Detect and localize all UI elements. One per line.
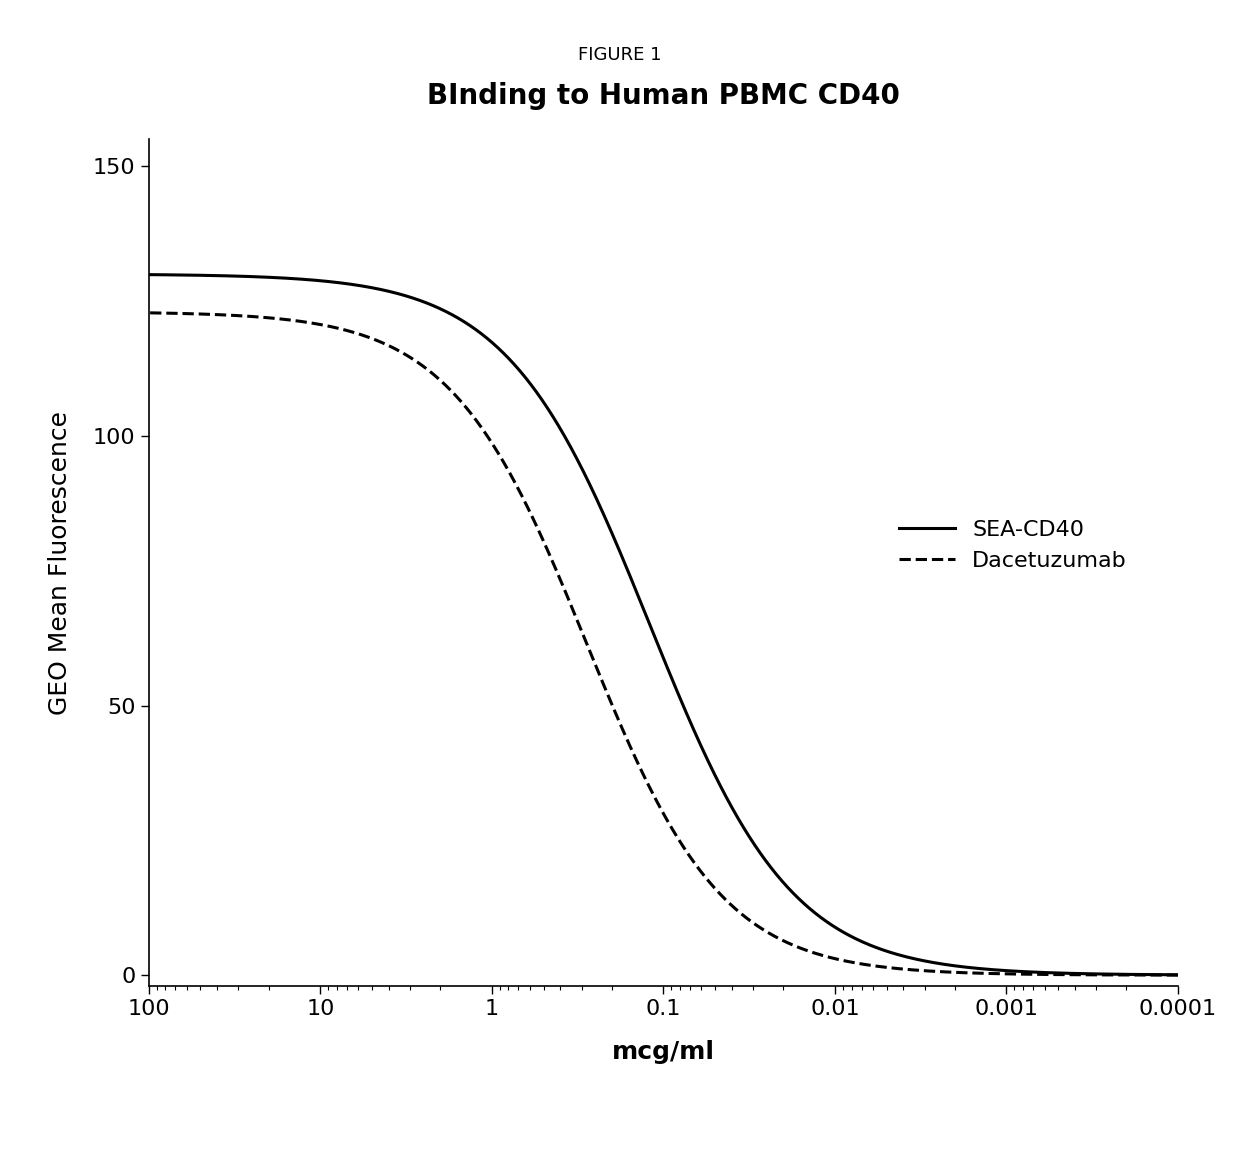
Dacetuzumab — [732, 905, 746, 919]
Dacetuzumab — [992, 966, 1007, 980]
Dacetuzumab — [1171, 969, 1185, 983]
SEA-CD40 — [161, 268, 176, 282]
Line: Dacetuzumab: Dacetuzumab — [149, 313, 1178, 976]
Dacetuzumab — [273, 312, 288, 326]
Title: BInding to Human PBMC CD40: BInding to Human PBMC CD40 — [427, 82, 900, 110]
X-axis label: mcg/ml: mcg/ml — [611, 1041, 715, 1064]
Line: SEA-CD40: SEA-CD40 — [149, 275, 1178, 974]
Dacetuzumab — [141, 306, 156, 320]
SEA-CD40 — [776, 876, 791, 890]
Text: FIGURE 1: FIGURE 1 — [578, 46, 662, 65]
SEA-CD40 — [1053, 966, 1068, 980]
SEA-CD40 — [273, 271, 288, 285]
SEA-CD40 — [992, 963, 1007, 977]
Y-axis label: GEO Mean Fluorescence: GEO Mean Fluorescence — [48, 411, 72, 715]
SEA-CD40 — [141, 268, 156, 282]
Dacetuzumab — [776, 934, 791, 948]
Legend: SEA-CD40, Dacetuzumab: SEA-CD40, Dacetuzumab — [890, 512, 1136, 580]
SEA-CD40 — [732, 812, 746, 826]
Dacetuzumab — [1053, 967, 1068, 981]
SEA-CD40 — [1171, 967, 1185, 981]
Dacetuzumab — [161, 306, 176, 320]
